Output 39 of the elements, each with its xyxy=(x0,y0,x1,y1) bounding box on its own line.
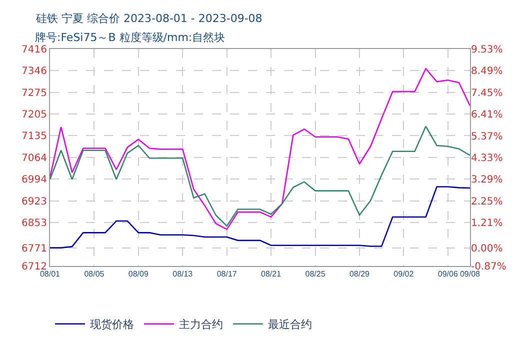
legend-label: 现货价格 xyxy=(90,318,134,332)
y2-tick-label: 2.25% xyxy=(471,196,503,208)
y-tick-label: 7416 xyxy=(22,44,47,56)
y2-tick-label: 0.00% xyxy=(471,243,503,254)
y-tick-label: 6771 xyxy=(22,243,47,254)
x-tick-label: 08/29 xyxy=(349,270,370,279)
x-tick-label: 09/06 xyxy=(438,270,458,279)
y2-tick-label: 1.21% xyxy=(471,218,503,230)
y-tick-label: 6994 xyxy=(22,174,47,186)
chart-title: 硅铁 宁夏 综合价 2023-08-01 - 2023-09-08 xyxy=(35,12,262,25)
x-tick-label: 08/01 xyxy=(40,270,61,279)
y2-tick-label: 6.41% xyxy=(471,110,503,121)
y-tick-label: 7205 xyxy=(22,110,47,121)
line-series xyxy=(50,68,470,230)
y-tick-label: 7346 xyxy=(22,66,47,78)
y-tick-label: 7064 xyxy=(22,153,47,164)
x-tick-label: 08/25 xyxy=(305,270,326,279)
x-tick-label: 08/09 xyxy=(128,270,149,279)
x-tick-label: 09/02 xyxy=(394,270,414,279)
line-series xyxy=(50,126,470,227)
x-tick-label: 09/08 xyxy=(460,270,481,279)
legend-label: 最近合约 xyxy=(268,318,312,332)
y2-tick-label: 5.37% xyxy=(471,131,503,142)
legend-label: 主力合约 xyxy=(179,318,223,332)
line-series xyxy=(50,186,470,248)
y2-tick-label: 4.33% xyxy=(471,153,503,164)
x-tick-label: 08/21 xyxy=(261,270,282,279)
x-tick-label: 08/17 xyxy=(216,270,238,279)
y-tick-label: 7275 xyxy=(22,88,47,99)
y2-tick-label: 3.29% xyxy=(471,174,503,186)
x-tick-label: 08/05 xyxy=(84,270,105,279)
y-tick-label: 7135 xyxy=(22,131,47,142)
x-tick-label: 08/13 xyxy=(172,270,194,279)
y2-tick-label: 9.53% xyxy=(471,44,503,56)
y2-tick-label: 8.49% xyxy=(471,66,503,78)
y-tick-label: 6923 xyxy=(22,196,47,208)
chart-subtitle: 牌号:FeSi75～B 粒度等级/mm:自然块 xyxy=(35,31,226,44)
y-tick-label: 6853 xyxy=(22,218,47,230)
y2-tick-label: 7.45% xyxy=(471,88,503,99)
